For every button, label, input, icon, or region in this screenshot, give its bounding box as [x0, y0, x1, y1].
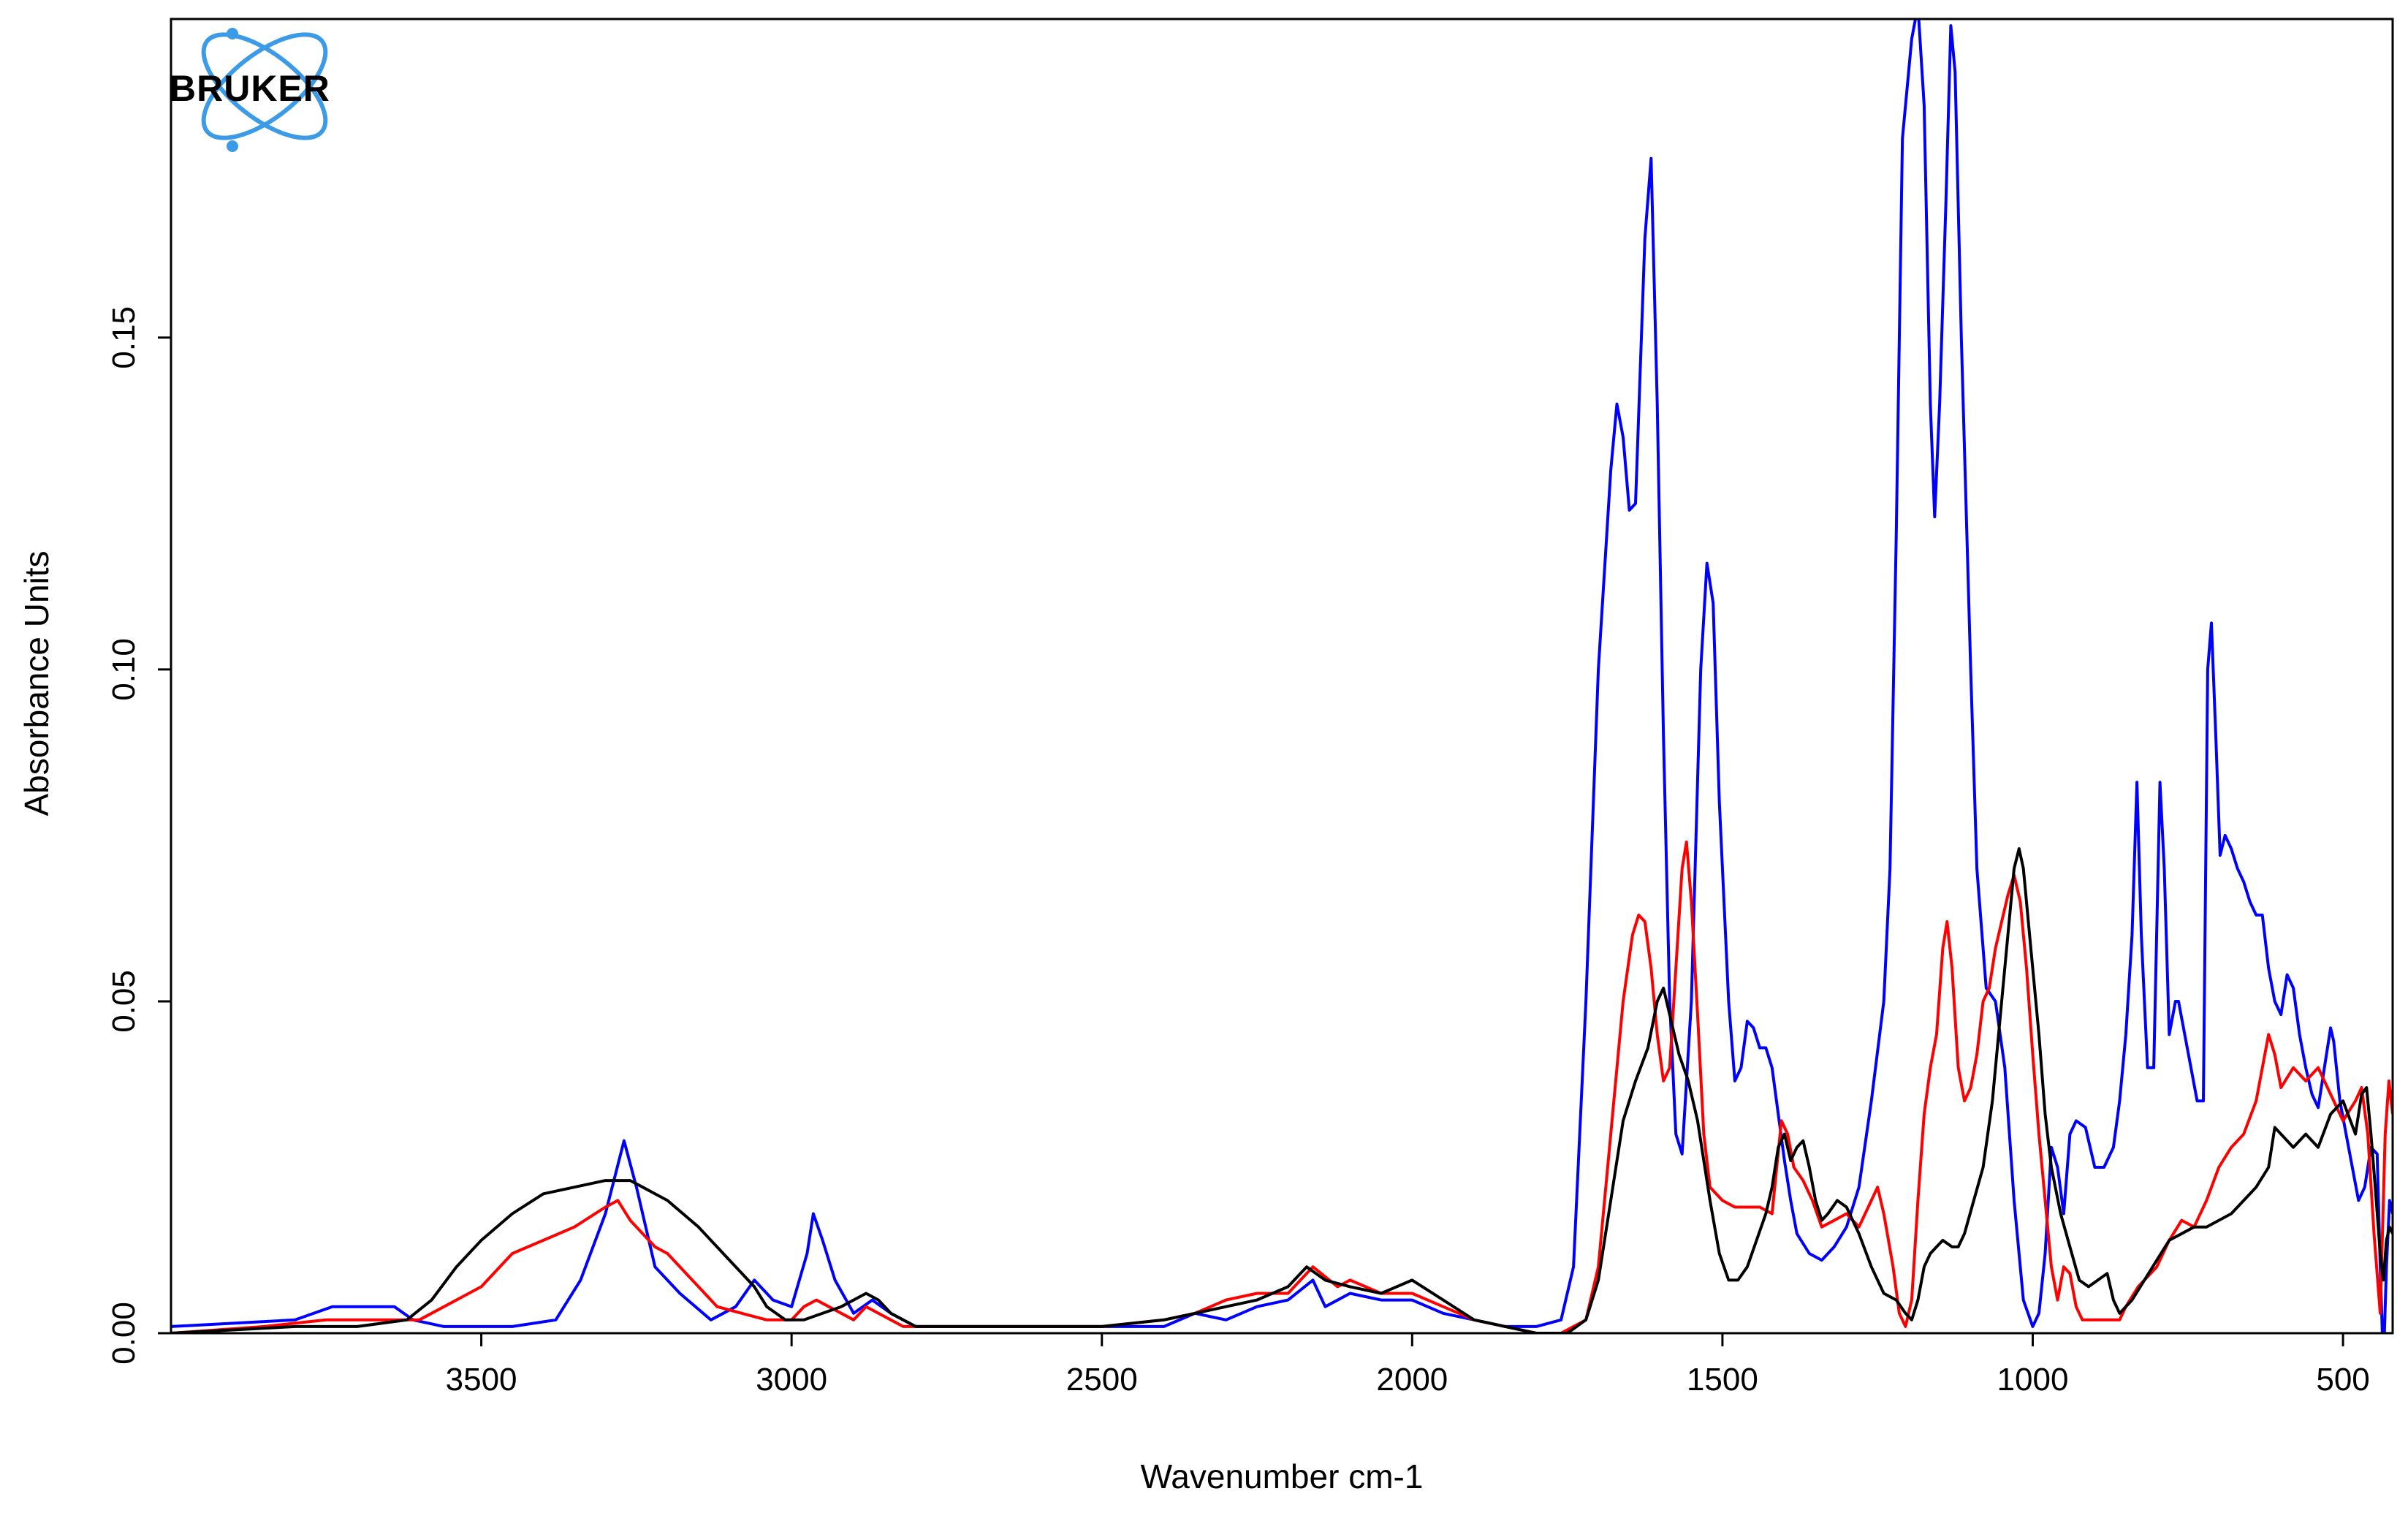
- spectrum-line-3: [171, 847, 2393, 1333]
- series-layer: [171, 19, 2393, 1333]
- x-tick-label: 2500: [1066, 1362, 1138, 1398]
- y-axis-title: Absorbance Units: [18, 550, 56, 816]
- y-axis: 0.00 0.05 0.10 0.15: [106, 306, 171, 1365]
- plot-frame: [170, 18, 2394, 1335]
- x-tick-label: 1500: [1687, 1362, 1758, 1398]
- atom-rings-icon: [201, 28, 328, 152]
- x-tick-label: 3000: [756, 1362, 827, 1398]
- y-tick-label: 0.05: [106, 970, 142, 1033]
- x-axis-title: Wavenumber cm-1: [1141, 1457, 1424, 1495]
- x-tick-label: 500: [2316, 1362, 2369, 1398]
- x-axis: 3500 3000 2500 2000 1500 1000 500: [446, 1333, 2370, 1398]
- x-tick-label: 2000: [1376, 1362, 1448, 1398]
- x-tick-label: 1000: [1997, 1362, 2069, 1398]
- bruker-logo: BRUKER: [170, 28, 330, 152]
- y-tick-label: 0.10: [106, 638, 142, 701]
- logo-text: BRUKER: [170, 68, 330, 109]
- y-tick-label: 0.15: [106, 306, 142, 369]
- y-tick-label: 0.00: [106, 1302, 142, 1365]
- x-tick-label: 3500: [446, 1362, 517, 1398]
